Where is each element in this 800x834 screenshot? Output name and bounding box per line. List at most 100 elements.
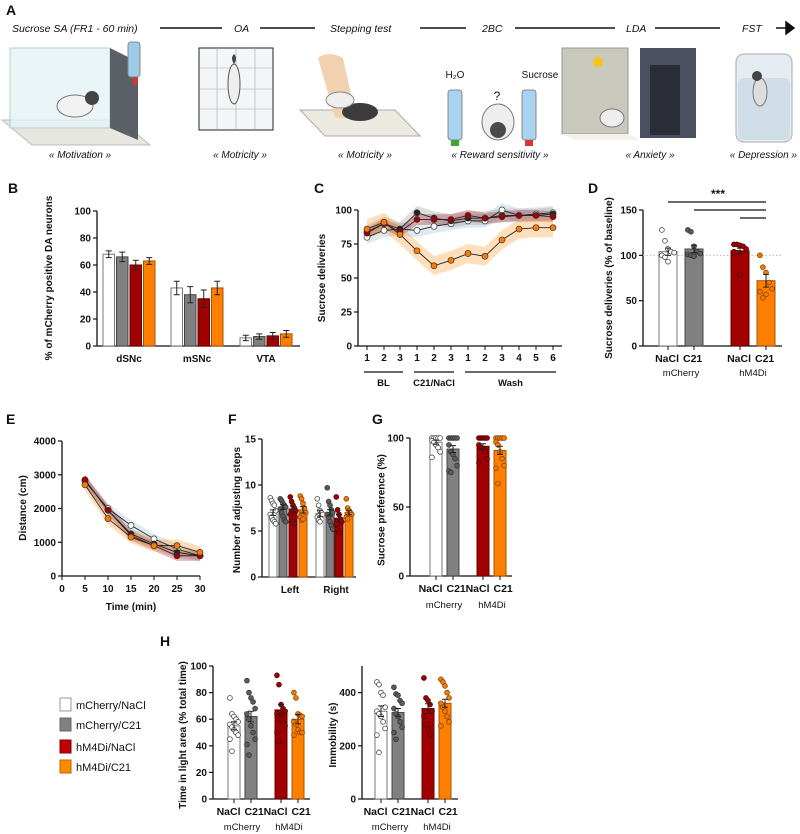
data-point [363,225,371,233]
y-axis-label: Distance (cm) [18,475,29,541]
y-axis-label: % of mCherry positive DA neurons [44,195,55,360]
chart-d-sucrose-baseline: 0 50 100 150 Sucrose deliveries (% of baseli… [604,187,782,379]
data-point [391,684,397,691]
question-mark: ? [494,89,501,103]
x-tick-label: 30 [194,584,206,595]
caption-depression: « Depression » [730,150,798,161]
panel-label-e: E [6,411,15,427]
timeline-step-sucrose-sa: Sucrose SA (FR1 - 60 min) [12,23,138,35]
x-category-label: C21 [439,806,458,818]
x-tick-label: 25 [171,584,183,595]
y-axis-label: Sucrose deliveries (% of baseline) [604,197,615,359]
x-tick-label: 1 [364,353,370,364]
data-point [493,465,499,472]
timeline-step-lda: LDA [626,23,646,35]
error-bar [290,505,296,513]
x-group-label: hM4Di [423,822,450,833]
y-tick-label: 2000 [34,504,57,515]
bar [129,264,142,347]
series-line [84,479,200,557]
chart-b-da-neurons: 0 20 40 60 80 100 % of mCherry positive DA neu… [44,195,300,365]
data-point [250,699,256,705]
sem-band [367,212,553,276]
data-point [437,435,443,441]
illustration-operant-cage [0,41,152,146]
legend-label: mCherry/C21 [76,720,141,732]
x-category-label: NaCl [217,806,241,818]
error-bar [119,251,126,263]
data-point [501,435,507,441]
data-point [291,732,297,738]
error-bar [763,273,769,288]
x-tick-label: 1 [414,353,420,364]
data-point [272,507,279,514]
data-point [662,238,668,244]
y-tick-label: 1000 [34,538,57,549]
data-point [246,689,252,696]
error-bar [336,513,342,523]
x-category-label: dSNc [116,354,142,365]
error-bar [737,247,743,255]
y-tick-label: 0 [50,572,56,583]
x-category-label: NaCl [264,806,288,818]
x-category-label: NaCl [364,806,388,818]
data-point [391,729,397,736]
series-line [84,484,201,553]
data-point [446,442,452,448]
data-point [413,227,421,234]
data-point [484,455,490,462]
y-tick-label: 4000 [34,437,57,448]
data-point [482,448,488,455]
series-line [84,481,201,557]
bar [730,250,750,347]
data-point [104,515,112,522]
x-tick-label: 0 [59,584,65,595]
legend: mCherry/NaCl mCherry/C21 hM4Di/NaCl hM4D… [59,697,146,774]
illustration-open-arena [198,47,274,131]
data-point [282,504,289,510]
data-point [329,526,336,532]
x-tick-label: 15 [125,584,137,595]
bar [211,287,224,347]
error-bar [242,334,249,342]
bar [476,445,490,577]
x-tick-label: 2 [482,353,488,364]
x-category-label: VTA [256,354,275,365]
chart-e-distance: 0 1000 2000 3000 4000 Distance (cm) 0 5 10 15 20 25… [18,437,206,614]
data-point [343,495,350,502]
data-point [427,732,433,738]
panel-label-g: G [372,411,383,427]
data-point [447,256,455,264]
x-category-label: C21 [755,353,774,365]
y-axis-label: Number of adjusting steps [232,447,243,574]
error-bar [278,704,284,716]
error-bar [132,259,139,271]
data-point [127,533,135,541]
x-group-label: C21/NaCl [413,378,455,389]
data-point [380,218,388,226]
bar [102,253,115,347]
data-point [501,462,507,469]
illustration-stepping-test [298,54,422,137]
data-point [334,507,341,513]
bar [429,441,443,577]
error-bar [442,698,448,708]
data-point [464,250,472,257]
x-group-label: hM4Di [275,822,302,833]
x-tick-label: 10 [102,584,114,595]
panel-label-c: C [314,180,324,196]
x-group-label: hM4Di [478,600,505,611]
y-tick-label: 60 [80,261,92,272]
y-axis-label: Time in light area (% total time) [178,661,189,809]
y-axis-label: Sucrose preference (%) [376,454,387,566]
data-point [229,748,235,754]
timeline: Sucrose SA (FR1 - 60 min) OA Stepping te… [12,20,796,36]
data-point [515,225,523,233]
data-point [476,460,482,466]
data-point [421,675,427,681]
error-bar [300,506,306,514]
data-point [484,435,490,441]
panel-label-b: B [8,180,18,196]
data-point [399,724,405,730]
error-bar [665,247,671,256]
